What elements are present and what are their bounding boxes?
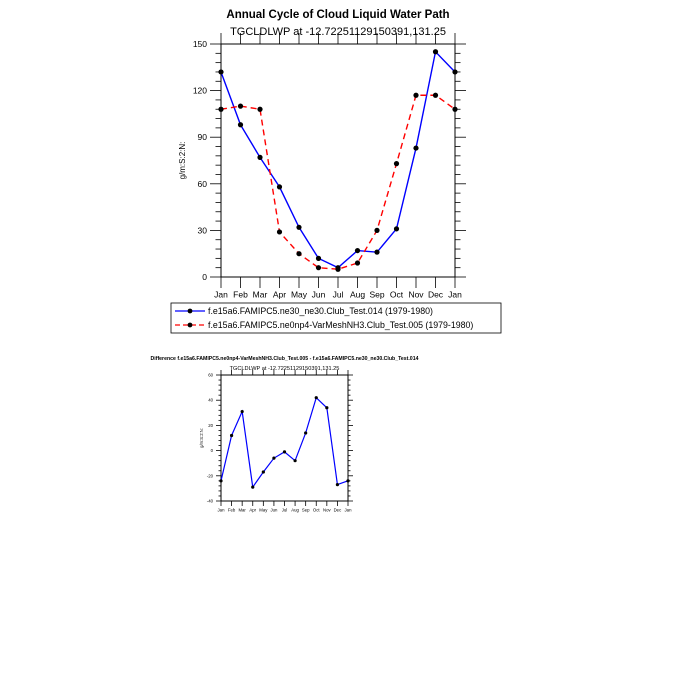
chart-2: Difference f.e15a6.FAMIPC5.ne0np4-VarMes… [151,356,419,512]
y-tick-label: -20 [207,473,214,478]
x-tick-label: Jan [448,290,462,300]
series-line-1 [220,50,456,269]
x-tick-label: Sep [369,290,384,300]
chart-subtitle: TGCLDLWP at -12.72251129150391,131.25 [230,26,446,38]
data-point [315,265,322,271]
data-point [346,479,350,483]
x-tick-label: Dec [428,290,444,300]
data-point [354,260,361,266]
y-tick-label: 60 [208,373,213,378]
x-tick-label: Feb [233,290,248,300]
data-point [432,49,439,55]
legend-marker [187,308,193,314]
y-tick-label: 40 [208,398,213,403]
data-point [218,106,224,112]
y-tick-label: 0 [202,272,207,282]
data-point [219,479,223,483]
data-point [432,92,439,98]
data-point [314,396,318,400]
data-point [229,433,234,438]
legend-label: f.e15a6.FAMIPC5.ne0np4-VarMeshNH3.Club_T… [208,320,473,330]
x-tick-label: Jun [312,290,326,300]
data-point [325,406,329,410]
data-point [261,470,265,474]
series-line-1 [220,396,349,489]
chart-title: Difference f.e15a6.FAMIPC5.ne0np4-VarMes… [151,356,419,362]
data-point [257,154,263,160]
x-tick-label: Jan [218,507,226,512]
data-point [393,226,400,232]
data-point [413,145,419,151]
plot-frame [220,43,456,278]
y-tick-label: 60 [198,179,208,189]
x-tick-label: Feb [228,507,236,512]
x-tick-label: Jan [214,290,228,300]
chart-1: Annual Cycle of Cloud Liquid Water Path T… [170,9,502,334]
data-point [374,249,380,255]
y-tick-label: 120 [193,86,207,96]
x-tick-label: Aug [291,507,299,512]
data-point [276,184,283,190]
y-tick-label: 20 [208,423,213,428]
chart-subtitle: TGCLDLWP at -12.72251129150391,131.25 [230,366,340,372]
data-point [257,106,263,112]
data-point [335,483,340,487]
data-point [335,266,341,272]
x-tick-label: May [259,507,268,512]
series-line-2 [220,94,456,270]
data-point [296,224,302,230]
x-tick-label: Jun [270,507,278,512]
x-tick-label: Apr [249,507,256,512]
x-tick-label: Sep [302,507,310,512]
x-tick-label: Jul [282,507,288,512]
data-point [251,485,255,489]
y-tick-label: 0 [211,448,214,453]
data-point [237,103,244,109]
data-point [315,255,322,261]
x-tick-label: May [291,290,308,300]
y-tick-label: 30 [198,225,208,235]
data-point [218,69,224,75]
x-tick-label: Mar [253,290,268,300]
data-point [293,459,297,463]
x-tick-label: Dec [334,507,342,512]
y-tick-label: 90 [198,132,208,142]
data-point [237,122,244,128]
data-point [282,450,287,454]
data-point [413,92,419,98]
chart-title: Annual Cycle of Cloud Liquid Water Path [226,9,449,21]
data-point [452,69,458,75]
x-tick-label: Oct [390,290,404,300]
data-point [272,456,276,460]
y-axis-label: g/m:S:2:N: [199,428,204,448]
x-tick-label: Aug [350,290,365,300]
data-point [374,227,380,233]
plot-frame [220,374,349,502]
data-point [452,106,458,112]
data-point [240,409,244,414]
data-point [354,247,361,254]
y-axis-label: g/m:S:2:N: [178,142,187,180]
legend-label: f.e15a6.FAMIPC5.ne30_ne30.Club_Test.014 … [208,306,433,316]
legend-marker [187,322,193,328]
y-tick-label: -40 [207,499,214,504]
x-tick-label: Nov [323,507,331,512]
data-point [276,229,283,235]
data-point [304,431,308,435]
legend-box [170,302,502,334]
x-tick-label: Jul [333,290,344,300]
x-tick-label: Apr [273,290,286,300]
y-tick-label: 150 [193,39,207,49]
legend: f.e15a6.FAMIPC5.ne30_ne30.Club_Test.014 … [170,302,502,334]
data-point [393,161,400,167]
x-tick-label: Nov [408,290,424,300]
x-tick-label: Mar [238,507,246,512]
data-point [296,251,302,257]
x-tick-label: Oct [313,507,320,512]
x-tick-label: Jan [345,507,353,512]
